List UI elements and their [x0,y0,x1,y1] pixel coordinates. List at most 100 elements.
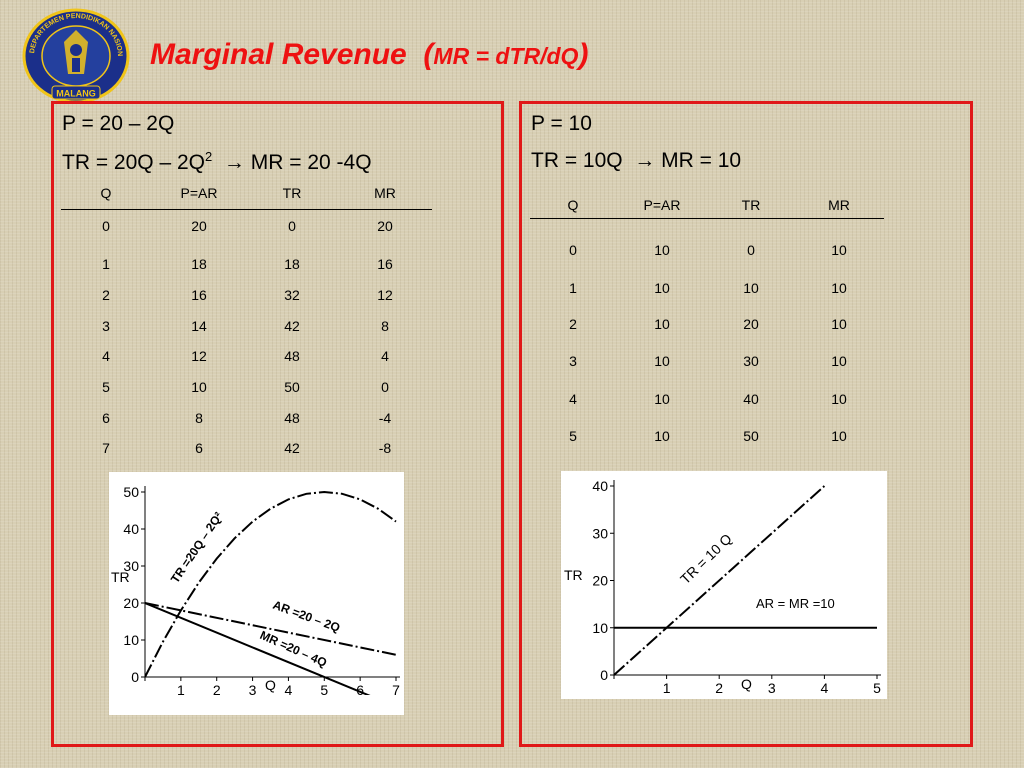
left-table-cell: 50 [284,379,300,395]
right-table-cell: 10 [654,428,670,444]
series-line-0 [614,485,826,676]
left-table-header-tr: TR [282,185,302,201]
left-table-cell: 42 [284,440,300,456]
right-table-header-tr: TR [741,197,761,213]
right-table-cell: 10 [831,280,847,296]
right-table-cell: 10 [654,316,670,332]
x-tick-label: 4 [285,682,293,698]
left-table-cell: 18 [284,256,300,272]
right-table-cell: 10 [831,428,847,444]
right-table-cell: 40 [743,391,759,407]
left-panel [51,101,504,747]
right-chart: 0 10 20 30 40 1 2 3 4 5 TR Q TR = 10 Q AR = MR =10 [561,471,887,699]
right-table-cell: 3 [569,353,577,369]
y-tick-label: 40 [123,521,139,537]
left-demand-equation: P = 20 – 2Q [62,112,175,135]
right-panel [519,101,973,747]
left-table-cell: 7 [102,440,110,456]
left-table-cell: 0 [288,218,296,234]
slide-title: Marginal Revenue (MR = dTR/dQ) [150,38,588,72]
left-table-cell: 20 [191,218,207,234]
right-table-cell: 10 [654,280,670,296]
left-tr-expr: TR = 20Q – 2Q [62,151,205,174]
left-table-cell: 3 [102,318,110,334]
x-tick-label: 2 [715,680,723,696]
y-tick-label: 10 [123,632,139,648]
x-tick-label: 6 [356,682,364,698]
x-tick-label: 1 [177,682,185,698]
arrow-icon: → [634,149,656,172]
left-tr-mr-equation: TR = 20Q – 2Q2 → MR = 20 -4Q [62,149,372,175]
y-tick-label: 0 [600,667,608,683]
right-table-cell: 10 [654,391,670,407]
left-table-cell: 12 [191,348,207,364]
right-table-cell: 10 [831,353,847,369]
right-table-cell: 50 [743,428,759,444]
left-table-cell: 48 [284,410,300,426]
x-tick-label: 7 [392,682,400,698]
x-tick-label: 5 [320,682,328,698]
left-table-cell: 1 [102,256,110,272]
university-logo: DEPARTEMEN PENDIDIKAN NASIONAL UNIVERSIT… [19,3,130,108]
x-tick-label: 4 [821,680,829,696]
left-table-cell: 4 [381,348,389,364]
x-axis-label: Q [265,677,276,693]
y-axis-label: TR [564,567,583,583]
left-table-header-q: Q [100,185,112,201]
series-line-1 [145,602,397,656]
title-paren-open: ( [423,38,434,71]
left-table-cell: 8 [381,318,389,334]
left-table-cell: 12 [377,287,393,303]
left-table-cell: 6 [102,410,110,426]
right-table-cell: 0 [569,242,577,258]
left-table-cell: 32 [284,287,300,303]
right-chart-svg: 0 10 20 30 40 1 2 3 4 5 TR Q TR = 10 Q AR = MR =10 [564,478,881,696]
y-tick-label: 30 [123,558,139,574]
left-table-cell: 8 [195,410,203,426]
left-chart-svg: 0 10 20 30 40 50 1 2 3 4 5 6 7 TR Q TR =20Q – 2Q² AR =20… [111,484,400,698]
series-line-2 [145,602,371,695]
left-table-header-par: P=AR [180,185,218,201]
left-table-cell: 48 [284,348,300,364]
arrow-icon: → [223,151,245,174]
x-tick-label: 2 [213,682,221,698]
x-tick-label: 1 [663,680,671,696]
left-chart: 0 10 20 30 40 50 1 2 3 4 5 6 7 TR Q TR =20Q – 2Q² AR =20… [109,472,404,715]
x-tick-label: 5 [873,680,881,696]
left-table-cell: 16 [191,287,207,303]
left-table-cell: -4 [378,410,392,426]
left-table-header-rule [61,209,432,210]
series-label-1: AR = MR =10 [756,596,835,611]
right-table-header-rule [530,218,884,219]
right-tr-mr-equation: TR = 10Q → MR = 10 [531,149,741,173]
right-table-cell: 20 [743,316,759,332]
x-tick-label: 3 [768,680,776,696]
left-tr-sup: 2 [204,149,213,164]
y-tick-label: 20 [123,595,139,611]
right-table-header-par: P=AR [643,197,681,213]
series-line-0 [145,490,397,678]
right-table-cell: 5 [569,428,577,444]
y-tick-label: 10 [592,620,608,636]
left-table-cell: 6 [195,440,203,456]
right-table-header-mr: MR [828,197,850,213]
right-tr-expr: TR = 10Q [531,149,623,172]
title-formula: MR = dTR/dQ [433,43,579,69]
right-table-cell: 10 [654,353,670,369]
left-table-cell: 4 [102,348,110,364]
y-tick-label: 30 [592,525,608,541]
right-table-cell: 10 [654,242,670,258]
right-demand-equation: P = 10 [531,112,592,135]
y-tick-label: 40 [592,478,608,494]
right-mr-expr: MR = 10 [661,149,742,172]
series-label-0: TR =20Q – 2Q² [168,510,226,586]
title-paren-close: ) [578,38,589,71]
left-table-cell: 10 [191,379,207,395]
left-table-cell: -8 [378,440,392,456]
series-label-0: TR = 10 Q [677,530,735,587]
x-axis-label: Q [741,676,752,692]
right-table-cell: 0 [747,242,755,258]
right-table-header-q: Q [567,197,579,213]
left-table-cell: 18 [191,256,207,272]
logo-city: MALANG [56,89,96,99]
